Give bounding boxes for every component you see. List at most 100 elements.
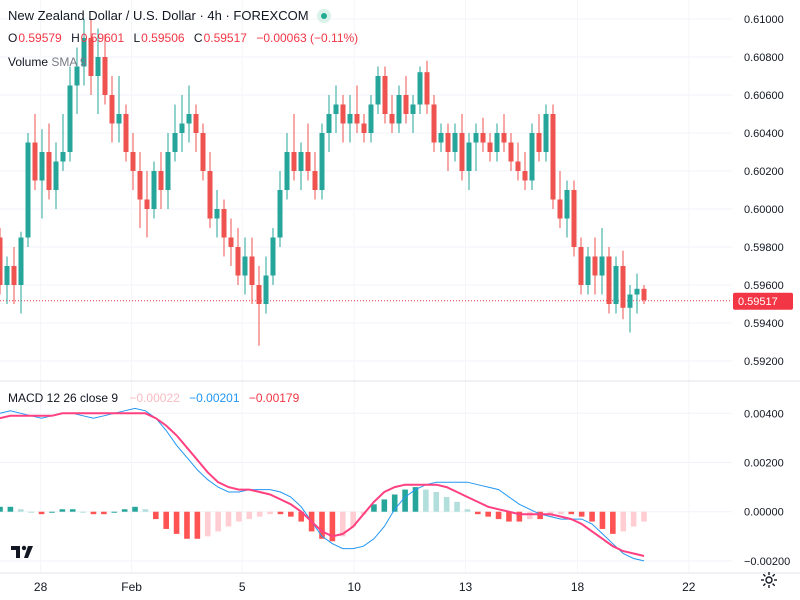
macd-histogram-bar <box>288 511 294 517</box>
time-axis-label: 18 <box>571 580 585 594</box>
macd-histogram-bar <box>339 511 346 537</box>
macd-histogram-bar <box>526 511 533 520</box>
macd-histogram-bar <box>620 511 627 532</box>
candle-body <box>340 104 346 124</box>
candle-body <box>431 104 437 143</box>
price-axis-tick: 0.60000 <box>744 204 784 216</box>
time-axis-label: 28 <box>34 580 48 594</box>
macd-histogram-bar <box>215 511 221 532</box>
candle-body <box>242 256 248 276</box>
candle-body <box>207 171 213 219</box>
macd-histogram-bar <box>475 511 481 515</box>
macd-histogram-bar <box>402 489 408 512</box>
candle-body <box>522 171 528 181</box>
macd-histogram-bar <box>329 511 336 542</box>
candle-body <box>144 199 150 209</box>
candle-body <box>445 133 451 152</box>
candle-body <box>501 133 507 143</box>
last-price-badge <box>733 292 793 310</box>
macd-axis-tick: 0.00200 <box>744 458 784 470</box>
candle-body <box>60 152 66 162</box>
candle-body <box>452 133 458 152</box>
macd-histogram-bar <box>423 489 429 512</box>
candle-body <box>417 72 423 105</box>
macd-histogram-bar <box>568 511 575 515</box>
volume-label: Volume <box>8 55 49 69</box>
macd-histogram-bar <box>7 506 14 512</box>
candle-body <box>606 256 612 304</box>
macd-histogram-bar <box>59 509 66 512</box>
low-value: 0.59506 <box>141 31 185 45</box>
settings-gear-icon[interactable] <box>760 571 778 594</box>
symbol-title-row: New Zealand Dollar / U.S. Dollar · 4h · … <box>8 8 331 23</box>
macd-histogram-bar <box>0 506 3 512</box>
candle-body <box>270 237 276 276</box>
macd-histogram-bar <box>194 511 201 539</box>
macd-histogram-bar <box>256 511 263 517</box>
macd-histogram-bar <box>80 511 86 513</box>
candle-body <box>102 57 108 95</box>
candle-body <box>11 266 17 285</box>
candle-body <box>4 266 10 285</box>
candle-body <box>403 95 409 114</box>
tradingview-logo-icon[interactable] <box>10 542 38 562</box>
candle-body <box>627 294 633 308</box>
macd-histogram-bar <box>111 511 118 513</box>
candle-body <box>620 266 626 308</box>
price-axis-tick: 0.59600 <box>744 280 784 292</box>
candle-body <box>109 95 115 124</box>
macd-histogram-bar <box>267 511 273 515</box>
macd-histogram-bar <box>142 509 149 512</box>
macd-histogram-bar <box>277 511 284 515</box>
macd-histogram-bar <box>246 511 253 520</box>
candle-body <box>529 133 535 181</box>
candle-body <box>613 266 619 304</box>
candle-body <box>396 95 402 124</box>
macd-histogram-bar <box>589 511 595 522</box>
close-value: 0.59517 <box>203 31 247 45</box>
candle-body <box>74 66 80 86</box>
candle-body <box>326 114 332 133</box>
macd-histogram-bar <box>381 499 388 512</box>
candle-body <box>389 114 395 124</box>
time-axis-label: 13 <box>459 580 473 594</box>
change-value: −0.00063 (−0.11%) <box>256 31 359 45</box>
market-status-icon[interactable] <box>316 8 331 23</box>
candle-body <box>249 256 255 285</box>
open-value: 0.59579 <box>18 31 62 45</box>
candle-body <box>151 171 157 209</box>
price-axis-tick: 0.59200 <box>744 356 784 368</box>
candle-body <box>515 161 521 171</box>
volume-sma-label: SMA 9 <box>51 55 87 69</box>
macd-histogram-bar <box>38 511 45 515</box>
open-label: O <box>8 31 18 45</box>
candle-body <box>508 142 514 162</box>
candle-body <box>179 123 185 133</box>
candle-body <box>557 199 563 219</box>
time-axis-label: 5 <box>239 580 246 594</box>
candle-body <box>634 288 640 295</box>
macd-histogram-bar <box>537 511 543 520</box>
volume-legend[interactable]: Volume SMA 9 <box>8 55 87 69</box>
close-label: C <box>193 31 203 45</box>
symbol-title[interactable]: New Zealand Dollar / U.S. Dollar · 4h · … <box>8 8 309 23</box>
candle-body <box>641 288 647 301</box>
candle-body <box>263 275 269 304</box>
macd-histogram-bar <box>391 494 398 512</box>
candle-body <box>424 72 430 105</box>
candle-body <box>480 133 486 143</box>
macd-histogram-bar <box>225 511 232 527</box>
macd-histogram-bar <box>630 511 637 527</box>
macd-histogram-bar <box>599 511 606 529</box>
ohlc-legend: O0.59579 H0.59601 L0.59506 C0.59517 −0.0… <box>8 31 364 45</box>
candle-body <box>46 152 52 190</box>
macd-histogram-bar <box>319 511 325 539</box>
candle-body <box>88 38 94 76</box>
macd-histogram-bar <box>28 511 34 513</box>
candle-body <box>459 133 465 171</box>
macd-histogram-bar <box>495 511 502 520</box>
macd-legend[interactable]: MACD 12 26 close 9 −0.00022 −0.00201 −0.… <box>8 391 299 405</box>
candle-body <box>214 209 220 219</box>
candle-body <box>186 114 192 124</box>
